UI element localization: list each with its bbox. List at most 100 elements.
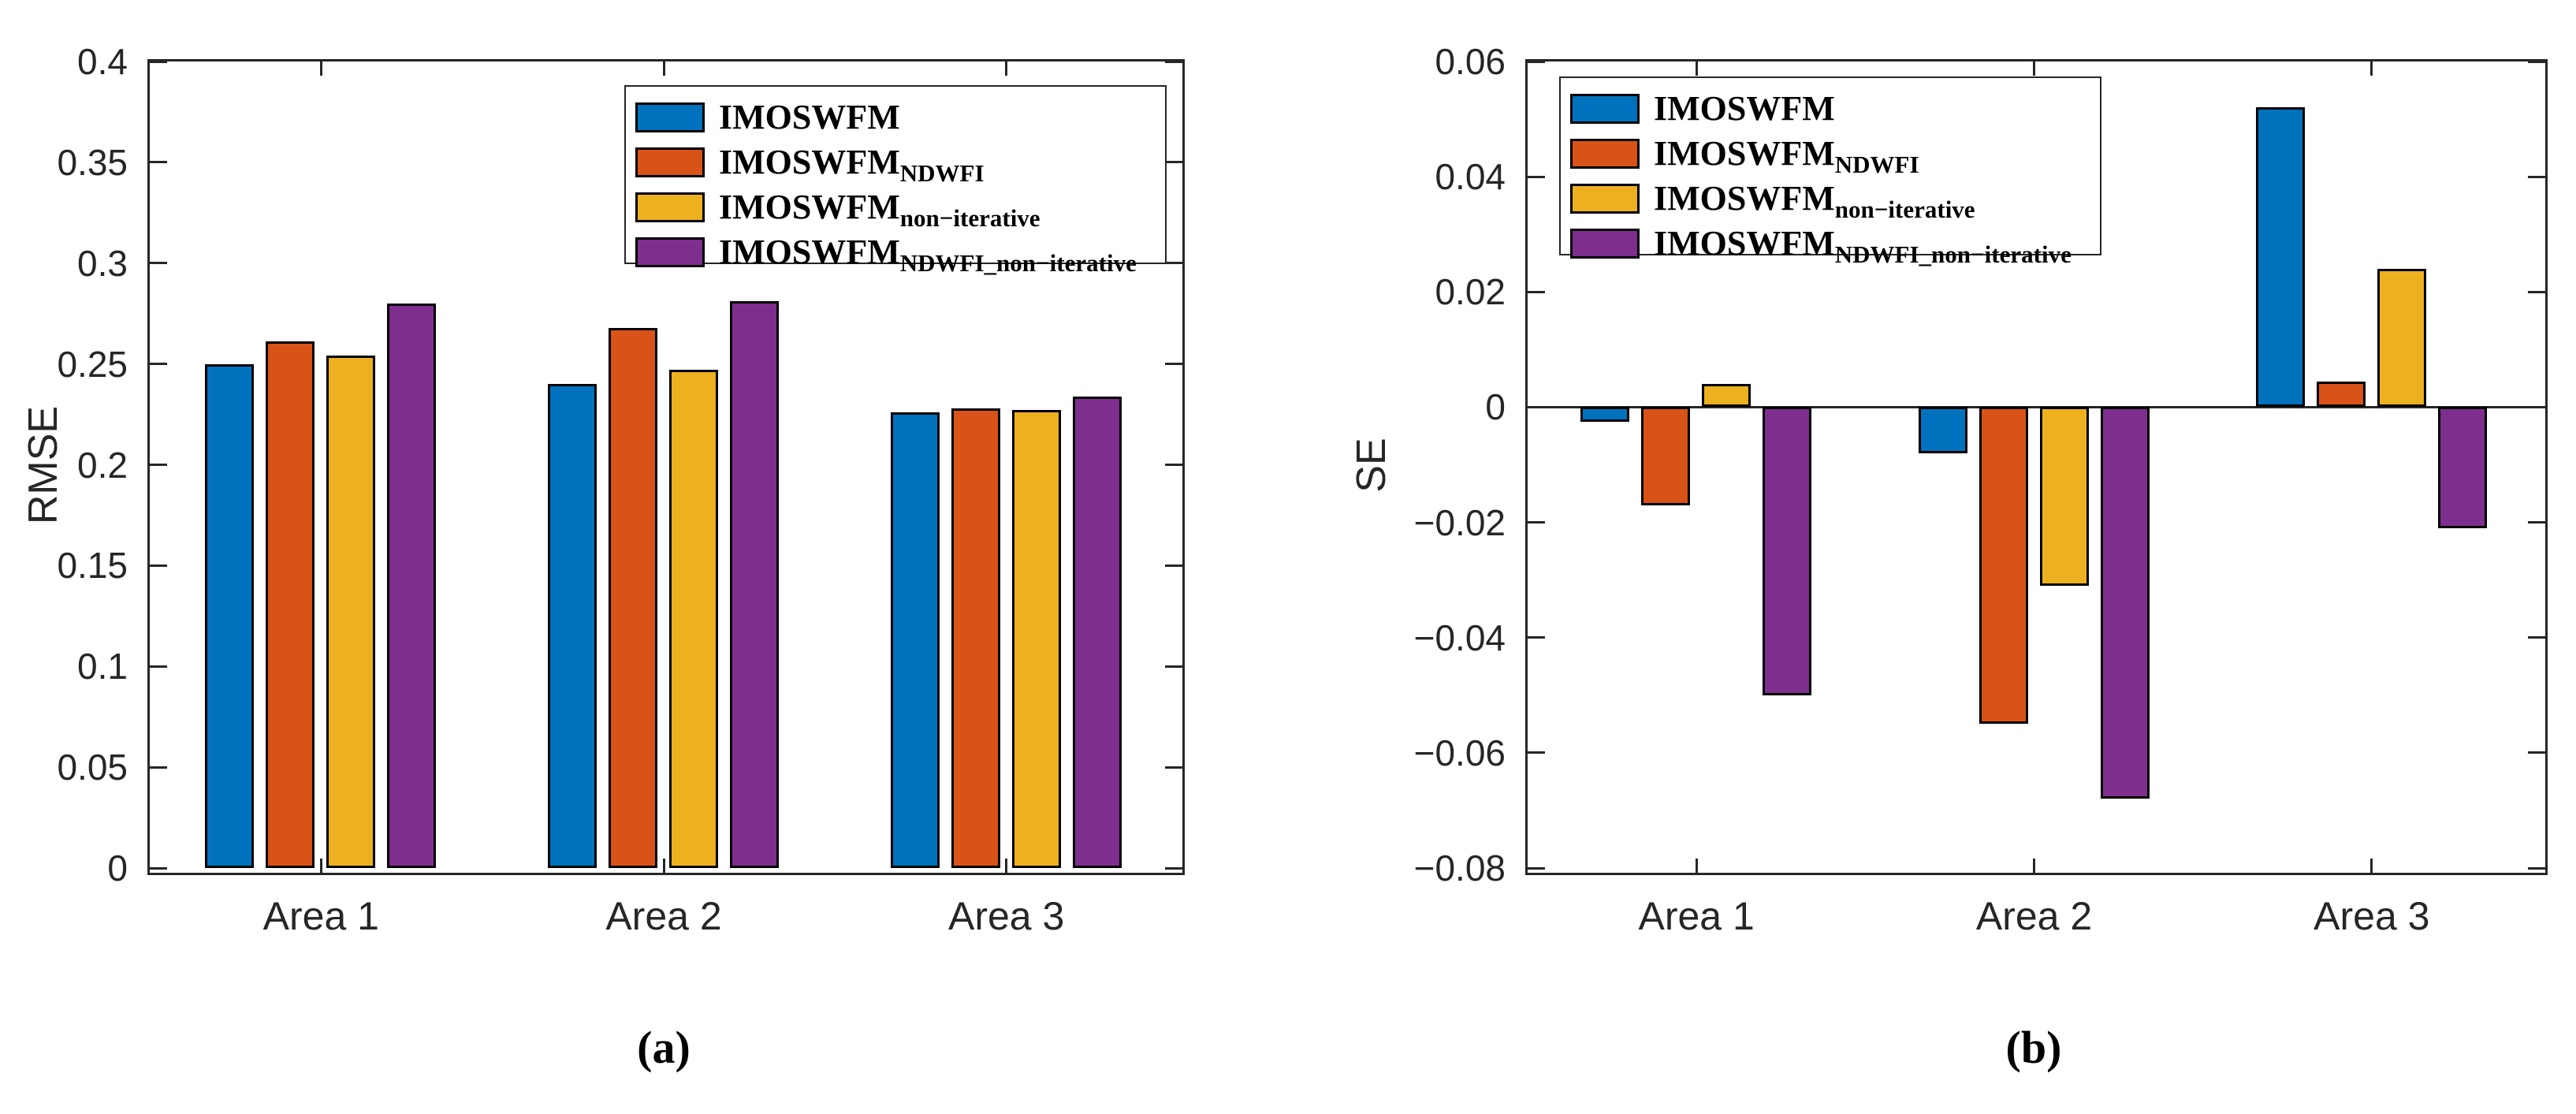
legend-swatch-icon [635,147,705,177]
y-tick-label: 0.02 [1435,271,1506,313]
y-tick-mark-right [2528,290,2545,293]
bar-rmse-imoswfm-ndwfi-area-2 [609,327,657,868]
y-tick-mark [1528,636,1545,639]
bar-se-imoswfm-area-2 [1918,407,1967,453]
y-tick-mark [1528,60,1545,63]
x-tick-mark-bottom [1695,859,1698,873]
y-tick-label: −0.06 [1413,732,1506,773]
y-tick-mark-right [1165,665,1182,668]
y-tick-label: 0.15 [57,545,128,587]
y-tick-label: 0.35 [57,141,128,183]
subfigure-caption-a: (a) [637,1022,691,1073]
y-tick-mark [150,665,167,668]
bar-rmse-imoswfm-non-iterative-area-3 [1011,410,1061,868]
x-tick-mark-bottom [1005,859,1008,873]
y-tick-label: 0.1 [77,646,128,687]
y-tick-mark-right [2528,521,2545,524]
x-tick-label: Area 3 [947,894,1065,938]
bar-rmse-imoswfm-non-iterative-area-2 [669,370,718,868]
bar-rmse-imoswfm-ndwfi-non-iterative-area-2 [730,301,779,868]
legend-swatch-icon [1570,228,1640,259]
x-tick-mark-top [1695,61,1698,76]
x-tick-mark-bottom [2033,859,2035,873]
y-tick-mark-right [1165,262,1182,265]
legend-item-label-subscript: NDWFI_non−iterative [899,248,1137,277]
legend-item-label-subscript: non−iterative [1834,195,1975,223]
y-tick-label: −0.04 [1413,617,1506,658]
legend-swatch-icon [635,102,705,132]
legend-item: IMOSWFM [1570,86,2100,131]
y-tick-label: 0.2 [77,444,128,486]
bar-se-imoswfm-non-iterative-area-1 [1702,384,1751,408]
rmse-chart-plot-area: 0 0.05 0.1 0.15 0.2 0.25 0.3 0.35 0.4 Area 1 Area … [57,41,1185,938]
x-tick-mark-top [1005,61,1008,76]
legend-box: IMOSWFM IMOSWFMNDWFI IMOSWFMnon−iterative I… [624,85,1167,275]
y-tick-label: 0.05 [57,747,128,788]
se-y-axis-label: SE [1349,438,1394,493]
y-tick-label: 0.04 [1435,156,1506,198]
bar-rmse-imoswfm-ndwfi-non-iterative-area-3 [1072,396,1122,868]
bar-se-imoswfm-ndwfi-non-iterative-area-2 [2100,407,2150,799]
legend-swatch-icon [1570,183,1640,214]
legend-item: IMOSWFMNDWFI_non−iterative [1570,221,2100,266]
y-tick-mark-right [1165,866,1182,870]
legend-item-label: IMOSWFMNDWFI_non−iterative [1654,224,2072,268]
x-tick-mark-bottom [662,859,665,873]
legend-item-label-subscript: NDWFI [1834,150,1919,178]
legend-item-label: IMOSWFMNDWFI [1654,134,1919,178]
x-tick-mark-bottom [2370,859,2373,873]
legend-box: IMOSWFM IMOSWFMNDWFI IMOSWFMnon−iterative I… [1559,76,2101,266]
bar-rmse-imoswfm-area-3 [890,412,940,868]
y-tick-label: 0 [1485,386,1506,428]
legend-swatch-icon [1570,138,1640,169]
bar-se-imoswfm-ndwfi-non-iterative-area-3 [2437,407,2487,528]
x-tick-label: Area 2 [605,894,722,938]
y-tick-mark [150,161,167,164]
y-tick-mark [150,564,167,567]
y-tick-label: 0.4 [77,41,128,82]
y-tick-mark [150,262,167,265]
y-tick-label: 0.06 [1435,41,1506,82]
y-tick-mark [1528,521,1545,524]
legend-item: IMOSWFMnon−iterative [1570,176,2100,223]
legend-item-label: IMOSWFMNDWFI [719,143,985,187]
y-tick-mark [150,866,167,870]
y-tick-mark [1528,175,1545,178]
y-tick-mark-right [2528,751,2545,754]
y-tick-label: −0.02 [1413,501,1506,543]
bar-rmse-imoswfm-ndwfi-non-iterative-area-1 [387,303,437,868]
subfigure-caption-b: (b) [2005,1022,2062,1073]
legend-item-label: IMOSWFM [1654,89,1835,128]
y-tick-mark [1528,866,1545,870]
bar-se-imoswfm-non-iterative-area-2 [2039,407,2089,586]
x-tick-mark-top [2033,61,2035,76]
legend-swatch-icon [1570,93,1640,124]
legend-item-label: IMOSWFMnon−iterative [1654,179,1975,223]
y-tick-mark [1528,290,1545,293]
y-tick-label: 0 [107,848,128,889]
y-tick-mark [150,766,167,769]
bar-rmse-imoswfm-ndwfi-area-3 [951,408,1000,868]
legend-swatch-icon [635,192,705,222]
y-tick-mark [150,363,167,366]
legend-item: IMOSWFMnon−iterative [635,184,1165,230]
y-tick-mark [1528,751,1545,754]
legend-item-label-subscript: NDWFI_non−iterative [1834,240,2072,268]
x-tick-mark-top [2370,61,2373,76]
rmse-y-axis-label: RMSE [20,405,66,525]
y-tick-label: 0.3 [77,242,128,284]
bar-se-imoswfm-ndwfi-non-iterative-area-1 [1763,407,1812,695]
legend-item: IMOSWFMNDWFI_non−iterative [635,229,1165,277]
x-tick-mark-bottom [319,859,322,873]
legend-item-label: IMOSWFMNDWFI_non−iterative [719,233,1137,277]
bar-se-imoswfm-area-3 [2255,107,2305,408]
y-tick-mark-right [2528,60,2545,63]
y-tick-mark-right [1165,363,1182,366]
y-tick-label: −0.08 [1413,848,1506,889]
legend-item-label: IMOSWFM [719,98,900,136]
x-tick-label: Area 1 [1638,894,1755,938]
bar-rmse-imoswfm-area-1 [205,363,255,868]
x-tick-label: Area 3 [2314,894,2430,938]
y-tick-mark-right [1165,766,1182,769]
